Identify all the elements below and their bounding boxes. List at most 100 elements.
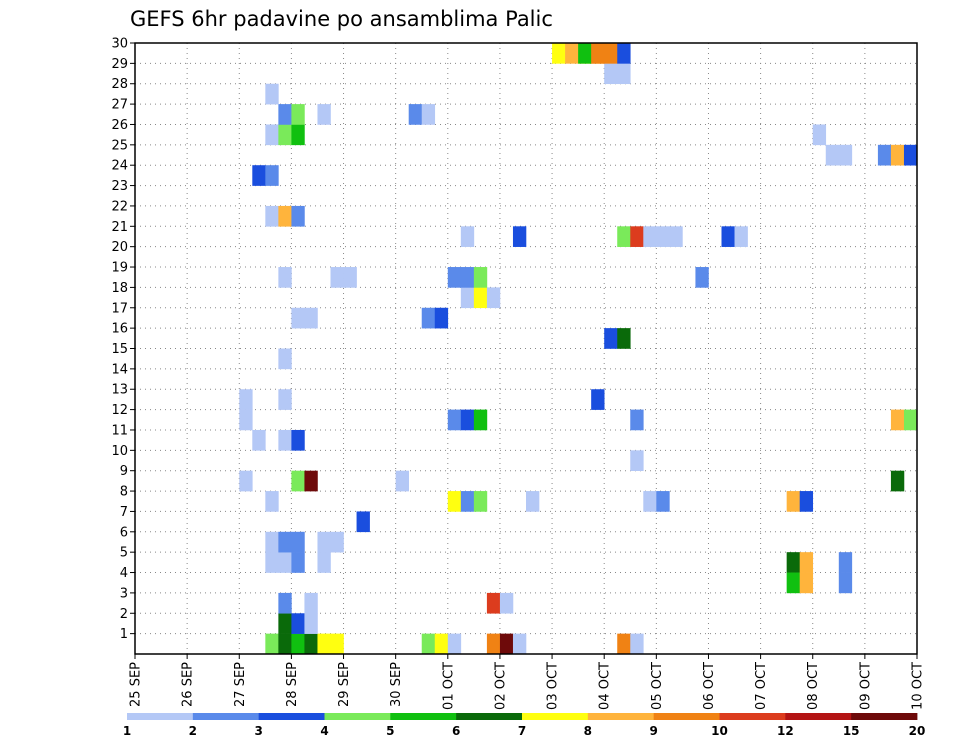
precip-cell	[604, 328, 618, 349]
y-tick-label: 26	[111, 118, 128, 133]
y-tick-label: 8	[120, 485, 128, 500]
precip-cell	[265, 531, 279, 553]
y-tick-label: 28	[111, 77, 128, 92]
precip-cell	[265, 83, 279, 105]
colorbar-segment	[851, 713, 918, 720]
precip-cell	[330, 633, 344, 655]
x-tick-label: 09 OCT	[858, 662, 873, 710]
y-tick-label: 13	[111, 383, 128, 398]
y-tick-label: 4	[120, 566, 128, 581]
precip-cell	[499, 592, 514, 614]
precip-cell	[356, 511, 370, 533]
precip-cell	[669, 226, 683, 247]
precip-cell	[630, 409, 644, 431]
colorbar-segment	[192, 713, 260, 720]
precip-cell	[499, 633, 514, 655]
precip-cell	[330, 531, 344, 553]
precip-cell	[434, 307, 449, 329]
precip-cell	[291, 552, 305, 573]
precip-cell	[578, 43, 592, 64]
precip-cell	[278, 267, 292, 288]
precip-cell	[526, 491, 540, 512]
colorbar-label: 15	[843, 724, 860, 738]
precip-cell	[278, 429, 292, 451]
colorbar-segment	[456, 713, 523, 720]
precip-cell	[473, 267, 488, 288]
precip-cell	[643, 226, 657, 247]
precip-cell	[239, 389, 253, 410]
colorbar-label: 1	[123, 724, 131, 738]
precip-cell	[825, 144, 840, 166]
precip-cell	[330, 267, 344, 288]
x-tick-label: 03 OCT	[546, 662, 561, 710]
colorbar-segment	[390, 713, 457, 720]
colorbar-label: 2	[189, 724, 197, 738]
precip-cell	[304, 633, 318, 655]
x-tick-label: 10 OCT	[911, 662, 926, 710]
precip-cell	[877, 144, 892, 166]
precip-cell	[291, 470, 305, 492]
y-tick-label: 15	[111, 342, 128, 357]
x-tick-label: 29 SEP	[337, 662, 352, 707]
precip-cell	[447, 633, 462, 655]
chart-title: GEFS 6hr padavine po ansamblima Palic	[130, 7, 553, 31]
precip-cell	[890, 144, 905, 166]
colorbar-segment	[587, 713, 655, 720]
precip-cell	[460, 267, 475, 288]
y-tick-label: 14	[111, 362, 128, 377]
colorbar-label: 5	[386, 724, 394, 738]
precip-cell	[304, 613, 318, 634]
colorbar-label: 4	[320, 724, 328, 738]
precip-cell	[278, 592, 292, 614]
y-tick-label: 18	[111, 281, 128, 296]
precip-cell	[890, 470, 905, 492]
y-tick-label: 25	[111, 138, 128, 153]
precip-cell	[291, 205, 305, 227]
precip-cell	[512, 226, 527, 247]
precip-cell	[304, 592, 318, 614]
precip-cell	[278, 104, 292, 125]
precip-cell	[304, 470, 318, 492]
precip-cell	[265, 124, 279, 146]
precip-cell	[317, 633, 331, 655]
precip-cell	[473, 409, 488, 431]
precip-cell	[786, 572, 800, 594]
precip-cell	[304, 307, 318, 329]
y-tick-label: 20	[111, 240, 128, 255]
precip-cell	[291, 429, 305, 451]
precip-cell	[473, 491, 488, 512]
precip-cell	[617, 226, 631, 247]
precip-cell	[447, 409, 462, 431]
precip-cell	[317, 104, 331, 125]
colorbar-segment	[719, 713, 786, 720]
x-tick-label: 07 OCT	[754, 662, 769, 710]
precip-cell	[408, 104, 423, 125]
y-tick-label: 24	[111, 159, 128, 174]
precip-cell	[812, 124, 827, 146]
precip-cell	[265, 491, 279, 512]
precip-cell	[838, 572, 853, 594]
colorbar-segment	[258, 713, 325, 720]
precip-cell	[447, 267, 462, 288]
precip-cell	[421, 307, 436, 329]
precip-cell	[434, 633, 449, 655]
precip-cell	[421, 633, 436, 655]
colorbar-segment	[324, 713, 391, 720]
x-tick-label: 05 OCT	[650, 662, 665, 710]
precip-cell	[278, 124, 292, 146]
precip-cell	[565, 43, 579, 64]
precip-cell	[838, 552, 853, 573]
precip-cell	[265, 165, 279, 186]
precip-cell	[786, 491, 800, 512]
y-tick-label: 21	[111, 220, 128, 235]
precip-cell	[799, 491, 814, 512]
precip-cell	[395, 470, 409, 492]
colorbar-label: 8	[584, 724, 592, 738]
precip-cell	[317, 552, 331, 573]
colorbar-segment	[127, 713, 194, 720]
colorbar-segment	[522, 713, 589, 720]
x-tick-label: 04 OCT	[598, 662, 613, 710]
precip-cell	[421, 104, 436, 125]
y-tick-label: 1	[120, 627, 128, 642]
